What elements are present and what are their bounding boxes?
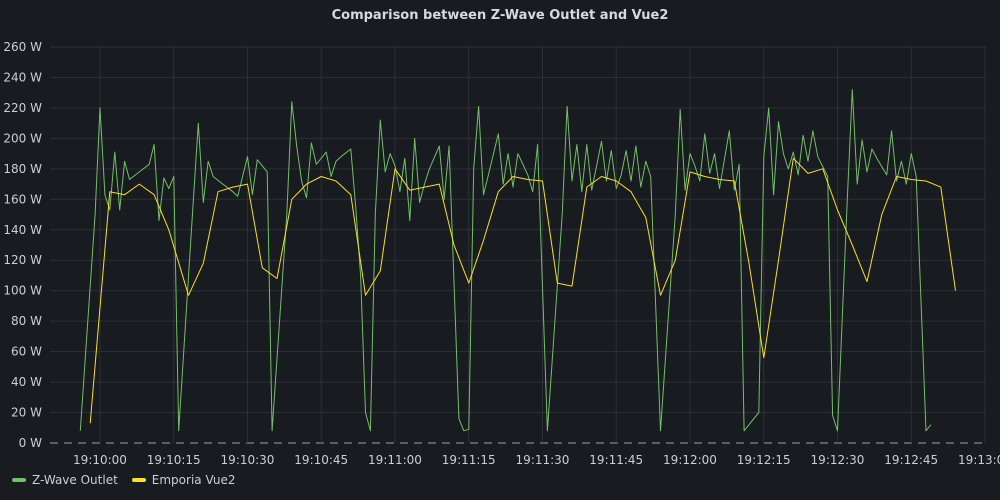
x-tick-label: 19:10:30	[221, 453, 275, 467]
y-tick-label: 260 W	[3, 40, 42, 54]
y-tick-label: 200 W	[3, 131, 42, 145]
y-tick-label: 180 W	[3, 162, 42, 176]
chart-grid	[50, 46, 986, 444]
x-tick-label: 19:13:00	[958, 453, 1000, 467]
y-tick-label: 120 W	[3, 253, 42, 267]
x-tick-label: 19:12:00	[663, 453, 717, 467]
legend-item-emporia-vue2[interactable]: Emporia Vue2	[131, 473, 236, 487]
legend-label-z-wave-outlet: Z-Wave Outlet	[32, 473, 118, 487]
y-tick-label: 40 W	[11, 375, 42, 389]
y-tick-label: 240 W	[3, 70, 42, 84]
x-tick-label: 19:11:00	[368, 453, 422, 467]
x-tick-label: 19:10:00	[73, 453, 127, 467]
legend-swatch-emporia-vue2	[131, 478, 146, 482]
y-tick-label: 100 W	[3, 284, 42, 298]
y-axis: 0 W 20 W 40 W 60 W 80 W 100 W 120 W 140 W 160 W 1…	[3, 40, 42, 450]
y-tick-label: 160 W	[3, 192, 42, 206]
y-tick-label: 60 W	[11, 345, 42, 359]
x-tick-label: 19:10:15	[147, 453, 201, 467]
x-tick-label: 19:12:30	[811, 453, 865, 467]
y-tick-label: 0 W	[19, 436, 42, 450]
y-tick-label: 220 W	[3, 101, 42, 115]
x-tick-label: 19:12:15	[737, 453, 791, 467]
x-tick-label: 19:10:45	[294, 453, 348, 467]
y-tick-label: 80 W	[11, 314, 42, 328]
chart-series	[79, 89, 956, 432]
x-tick-label: 19:11:30	[516, 453, 570, 467]
legend: Z-Wave Outlet Emporia Vue2	[12, 471, 249, 489]
panel-title: Comparison between Z-Wave Outlet and Vue…	[331, 8, 669, 23]
x-tick-label: 19:12:45	[884, 453, 938, 467]
legend-swatch-z-wave-outlet	[12, 478, 26, 482]
y-tick-label: 140 W	[3, 223, 42, 237]
x-axis: 19:10:00 19:10:15 19:10:30 19:10:45 19:11:00…	[73, 453, 1000, 467]
y-tick-label: 20 W	[11, 406, 42, 420]
series-line-emporia-vue2[interactable]	[89, 157, 956, 424]
x-tick-label: 19:11:45	[589, 453, 643, 467]
legend-item-z-wave-outlet[interactable]: Z-Wave Outlet	[12, 473, 118, 487]
series-line-z-wave-outlet[interactable]	[79, 89, 932, 432]
x-tick-label: 19:11:15	[442, 453, 496, 467]
legend-label-emporia-vue2: Emporia Vue2	[151, 473, 236, 487]
